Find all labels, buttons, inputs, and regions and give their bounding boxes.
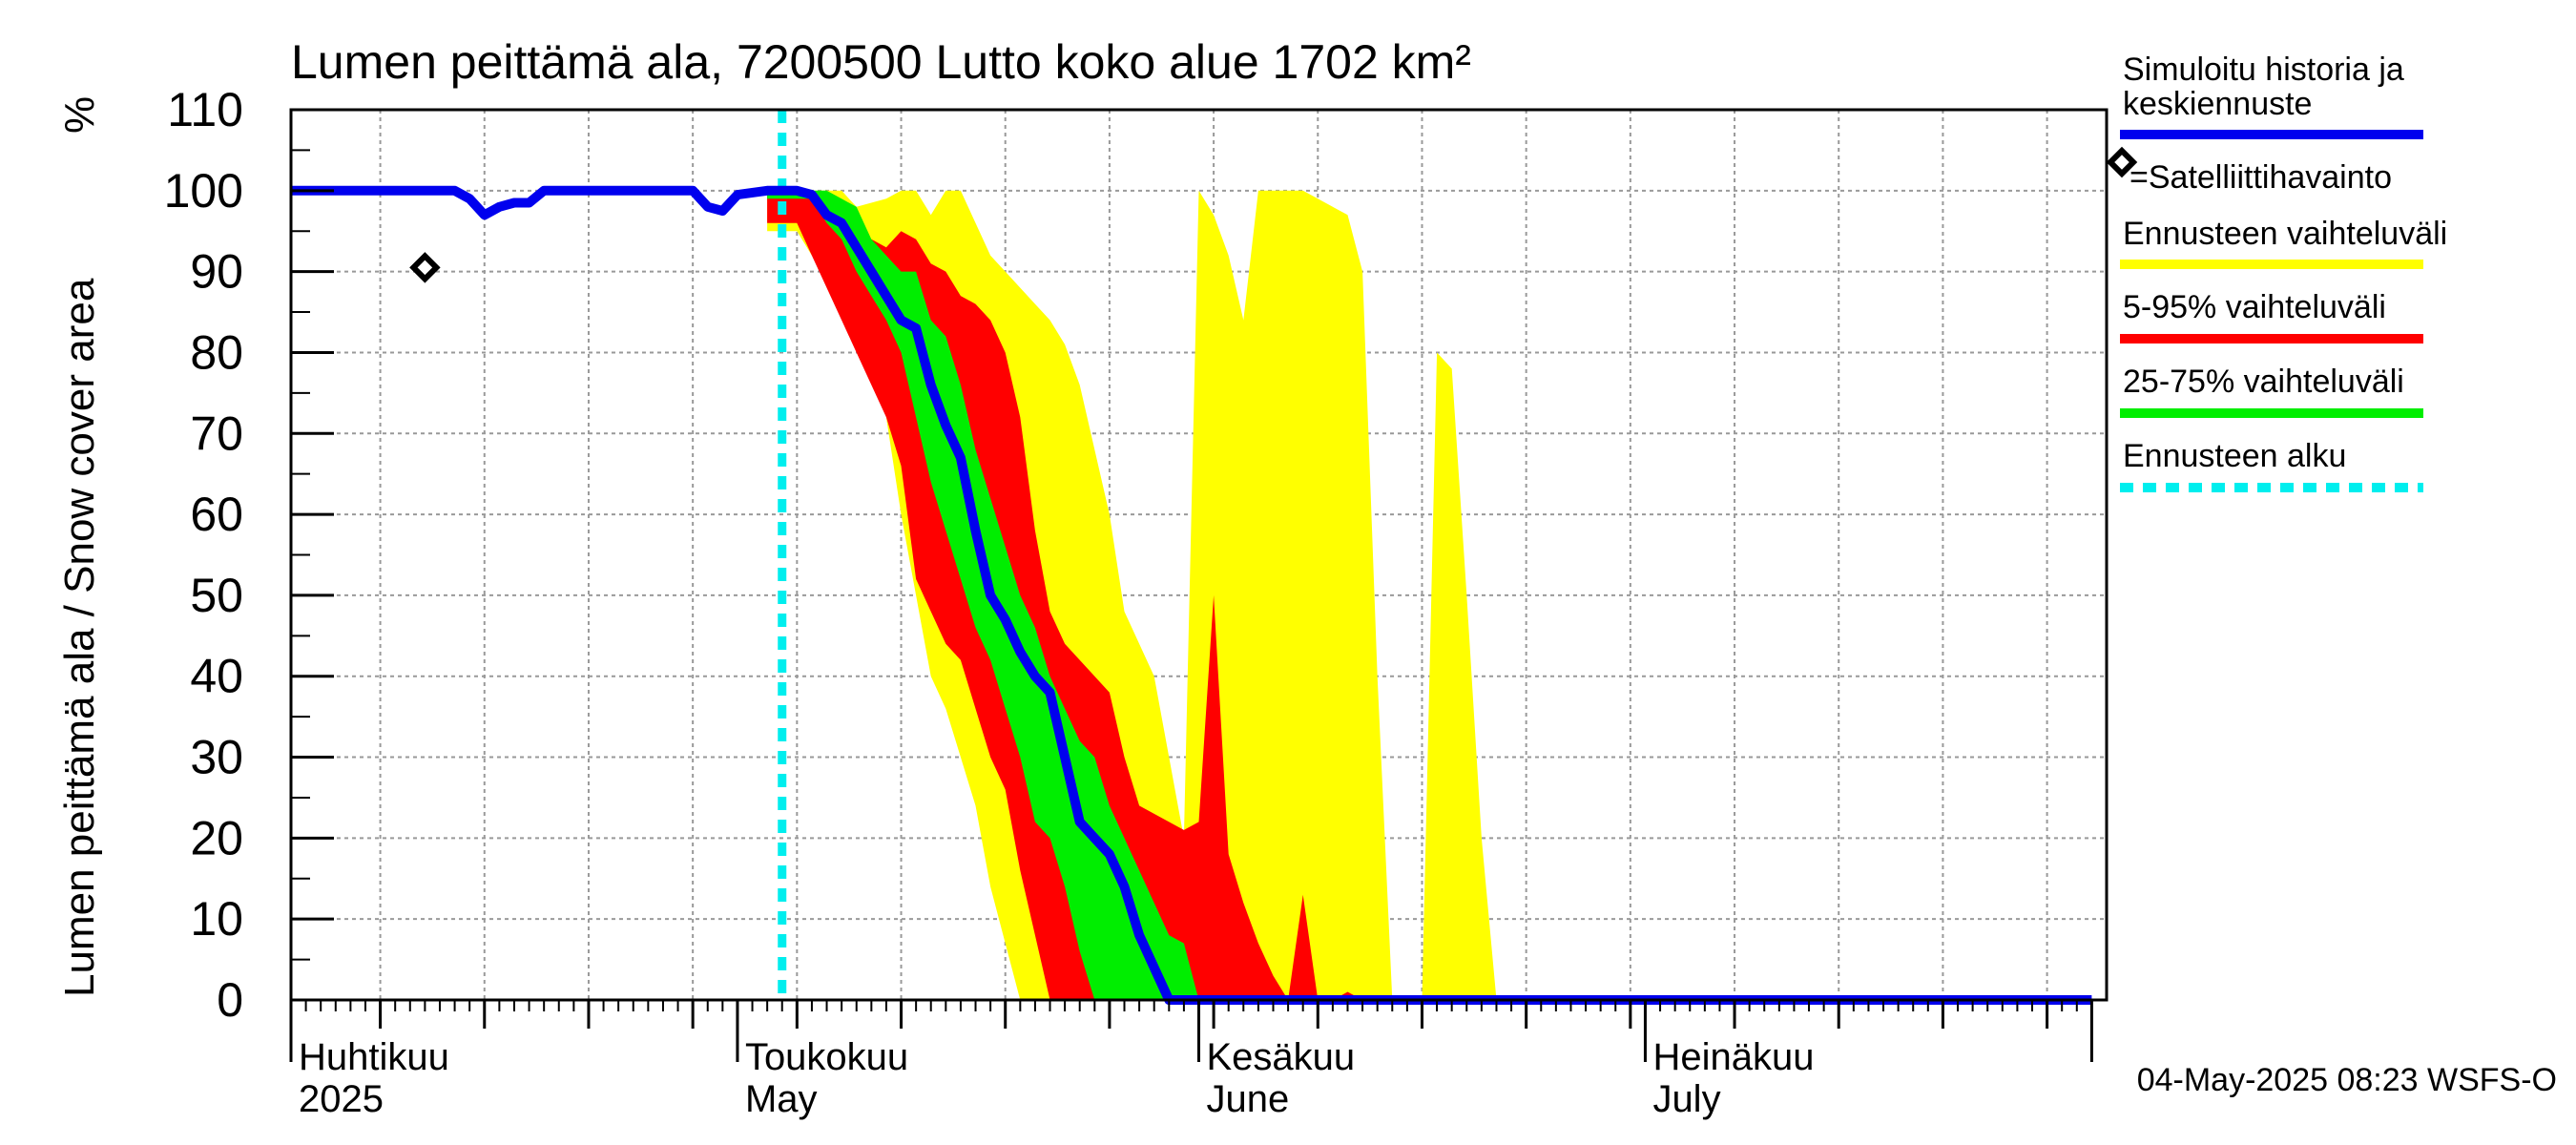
- x-month-label-en: June: [1207, 1078, 1290, 1120]
- legend: Simuloitu historia ja keskiennuste =Sate…: [2106, 52, 2447, 492]
- y-tick-label: 80: [190, 325, 243, 379]
- plot-axes: [289, 108, 2109, 1062]
- y-tick-label: 100: [164, 164, 243, 218]
- y-axis-unit: %: [56, 96, 103, 134]
- history-median-series: [291, 185, 2092, 1005]
- footer-timestamp: 04-May-2025 08:23 WSFS-O: [2137, 1062, 2557, 1098]
- x-month-label-fi: Heinäkuu: [1652, 1036, 1814, 1078]
- y-tick-labels: 0 10 20 30 40 50 60 70 80 90 100 110: [164, 83, 243, 1027]
- satellite-observations: [409, 252, 441, 283]
- x-month-label-fi: Toukokuu: [745, 1036, 908, 1078]
- x-month-label-en: 2025: [299, 1078, 384, 1120]
- x-month-label-fi: Huhtikuu: [299, 1036, 449, 1078]
- satellite-observation-point: [409, 252, 441, 283]
- y-axis-label: Lumen peittämä ala / Snow cover area: [56, 278, 103, 997]
- y-tick-label: 110: [167, 83, 243, 136]
- y-tick-label: 0: [217, 973, 243, 1027]
- y-tick-label: 50: [190, 569, 243, 622]
- y-tick-label: 40: [190, 650, 243, 703]
- x-month-label-fi: Kesäkuu: [1207, 1036, 1356, 1078]
- history-median-line: [291, 185, 2092, 1005]
- legend-range-full-label: Ennusteen vaihteluväli: [2123, 216, 2447, 252]
- legend-satellite-marker: [2106, 146, 2138, 178]
- legend-range-25-75-label: 25-75% vaihteluväli: [2123, 364, 2404, 400]
- y-tick-label: 70: [190, 406, 243, 460]
- y-tick-label: 20: [190, 811, 243, 864]
- y-tick-label: 10: [190, 892, 243, 946]
- x-month-label-en: July: [1652, 1078, 1720, 1120]
- y-tick-label: 30: [190, 731, 243, 784]
- chart-title: Lumen peittämä ala, 7200500 Lutto koko a…: [291, 35, 1471, 89]
- x-month-label-en: May: [745, 1078, 818, 1120]
- legend-history-line1: Simuloitu historia ja: [2123, 52, 2404, 88]
- y-tick-label: 60: [190, 488, 243, 541]
- legend-history-label: Simuloitu historia ja keskiennuste: [2123, 52, 2413, 122]
- band-25-75-vaihteluv-li: [767, 190, 1199, 1001]
- y-tick-label: 90: [190, 245, 243, 299]
- legend-range-5-95-label: 5-95% vaihteluväli: [2123, 289, 2386, 325]
- legend-forecast-start-label: Ennusteen alku: [2123, 438, 2346, 474]
- legend-satellite-label: =Satelliittihavainto: [2129, 159, 2392, 196]
- legend-history-line2: keskiennuste: [2123, 86, 2312, 122]
- forecast-bands: [767, 190, 1497, 1001]
